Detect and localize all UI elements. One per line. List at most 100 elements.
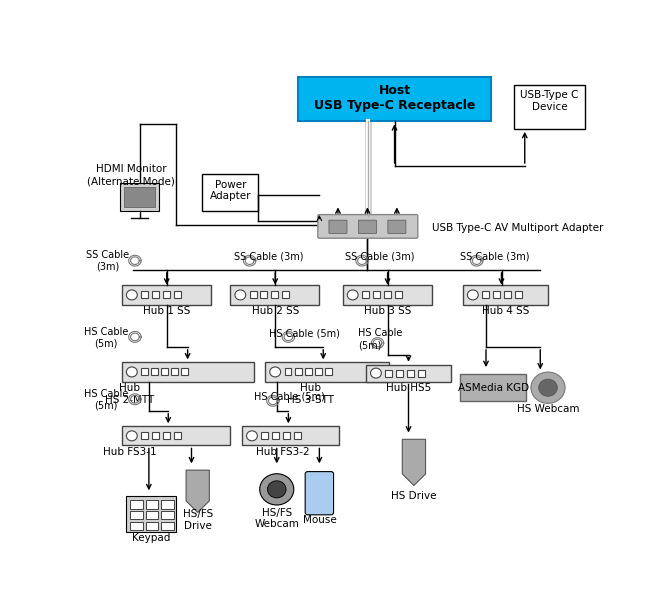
Bar: [230, 285, 319, 305]
Bar: [272, 291, 278, 299]
Circle shape: [371, 368, 381, 378]
FancyBboxPatch shape: [329, 220, 347, 234]
Bar: [385, 370, 392, 376]
Bar: [460, 374, 527, 401]
Bar: [242, 426, 339, 446]
Bar: [181, 368, 189, 375]
Bar: [130, 522, 143, 530]
Text: Keypad: Keypad: [132, 533, 171, 543]
Bar: [514, 85, 585, 129]
Text: SS Cable (3m): SS Cable (3m): [234, 251, 303, 261]
Bar: [515, 291, 522, 299]
Text: SS Cable (3m): SS Cable (3m): [460, 251, 530, 261]
Bar: [407, 370, 414, 376]
Text: HS/FS
Webcam: HS/FS Webcam: [254, 508, 299, 530]
Text: Power
Adapter: Power Adapter: [210, 180, 251, 202]
Text: Hub 2 SS: Hub 2 SS: [252, 306, 299, 316]
Circle shape: [347, 290, 358, 300]
Bar: [283, 432, 290, 440]
Bar: [504, 291, 511, 299]
Bar: [174, 432, 181, 440]
Circle shape: [260, 474, 293, 505]
Text: USB Type-C AV Multiport Adapter: USB Type-C AV Multiport Adapter: [432, 223, 603, 232]
Text: HS Cable
(5m): HS Cable (5m): [358, 329, 402, 350]
Bar: [141, 291, 148, 299]
Bar: [297, 77, 491, 121]
Bar: [493, 291, 500, 299]
Text: SS Cable
(3m): SS Cable (3m): [86, 250, 129, 272]
Text: HS Cable
(5m): HS Cable (5m): [84, 389, 128, 411]
Text: SS Cable (3m): SS Cable (3m): [345, 251, 414, 261]
Bar: [130, 500, 143, 509]
Bar: [146, 511, 158, 519]
Bar: [315, 368, 321, 375]
Text: HS Cable (5m): HS Cable (5m): [254, 392, 325, 402]
Bar: [161, 522, 174, 530]
FancyBboxPatch shape: [305, 471, 333, 515]
Bar: [174, 291, 181, 299]
Circle shape: [467, 290, 478, 300]
FancyBboxPatch shape: [359, 220, 376, 234]
Bar: [384, 291, 390, 299]
FancyBboxPatch shape: [318, 215, 418, 238]
Text: Hub HS5: Hub HS5: [386, 383, 431, 393]
Text: USB Type-C Receptacle: USB Type-C Receptacle: [314, 99, 475, 112]
Bar: [125, 495, 176, 531]
Bar: [130, 511, 143, 519]
Text: HS Drive: HS Drive: [391, 490, 437, 501]
Bar: [343, 285, 432, 305]
Bar: [152, 291, 159, 299]
Bar: [396, 370, 403, 376]
Bar: [163, 291, 170, 299]
Bar: [394, 291, 402, 299]
Bar: [265, 362, 389, 381]
Circle shape: [268, 481, 286, 498]
Bar: [171, 368, 179, 375]
Circle shape: [126, 290, 137, 300]
Bar: [284, 368, 291, 375]
Circle shape: [126, 367, 137, 377]
Text: Hub 1 SS: Hub 1 SS: [143, 306, 191, 316]
Bar: [152, 432, 159, 440]
Bar: [418, 370, 425, 376]
Circle shape: [539, 379, 557, 396]
Bar: [141, 368, 148, 375]
Bar: [163, 432, 170, 440]
Bar: [325, 368, 332, 375]
Polygon shape: [186, 470, 209, 512]
Text: Hub FS3-2: Hub FS3-2: [256, 447, 310, 457]
Text: Mouse: Mouse: [303, 515, 336, 525]
Bar: [373, 291, 380, 299]
Bar: [161, 368, 168, 375]
Bar: [120, 183, 159, 211]
Bar: [261, 432, 268, 440]
Text: HS Cable (5m): HS Cable (5m): [269, 328, 340, 338]
Bar: [250, 291, 256, 299]
Bar: [260, 291, 268, 299]
Text: Hub 3 SS: Hub 3 SS: [364, 306, 411, 316]
Text: Hub
HS 3-STT: Hub HS 3-STT: [287, 383, 333, 405]
Bar: [122, 426, 230, 446]
Bar: [161, 511, 174, 519]
Bar: [282, 291, 289, 299]
Bar: [124, 187, 155, 207]
Text: HS/FS
Drive: HS/FS Drive: [183, 509, 213, 531]
Bar: [362, 291, 369, 299]
Bar: [146, 522, 158, 530]
Circle shape: [235, 290, 246, 300]
Text: HDMI Monitor
(Alternate Mode): HDMI Monitor (Alternate Mode): [87, 164, 175, 186]
Text: USB-Type C
Device: USB-Type C Device: [521, 91, 579, 112]
FancyBboxPatch shape: [388, 220, 406, 234]
Bar: [293, 432, 301, 440]
Text: Hub
HS 2-MTT: Hub HS 2-MTT: [105, 383, 154, 405]
Bar: [463, 285, 548, 305]
Bar: [122, 362, 254, 381]
Bar: [295, 368, 301, 375]
Circle shape: [531, 372, 565, 403]
Text: HS Webcam: HS Webcam: [517, 403, 579, 414]
Bar: [272, 432, 279, 440]
Bar: [366, 365, 451, 381]
Circle shape: [126, 431, 137, 441]
Text: HS Cable
(5m): HS Cable (5m): [84, 327, 128, 348]
Text: ASMedia KGD: ASMedia KGD: [458, 383, 529, 393]
